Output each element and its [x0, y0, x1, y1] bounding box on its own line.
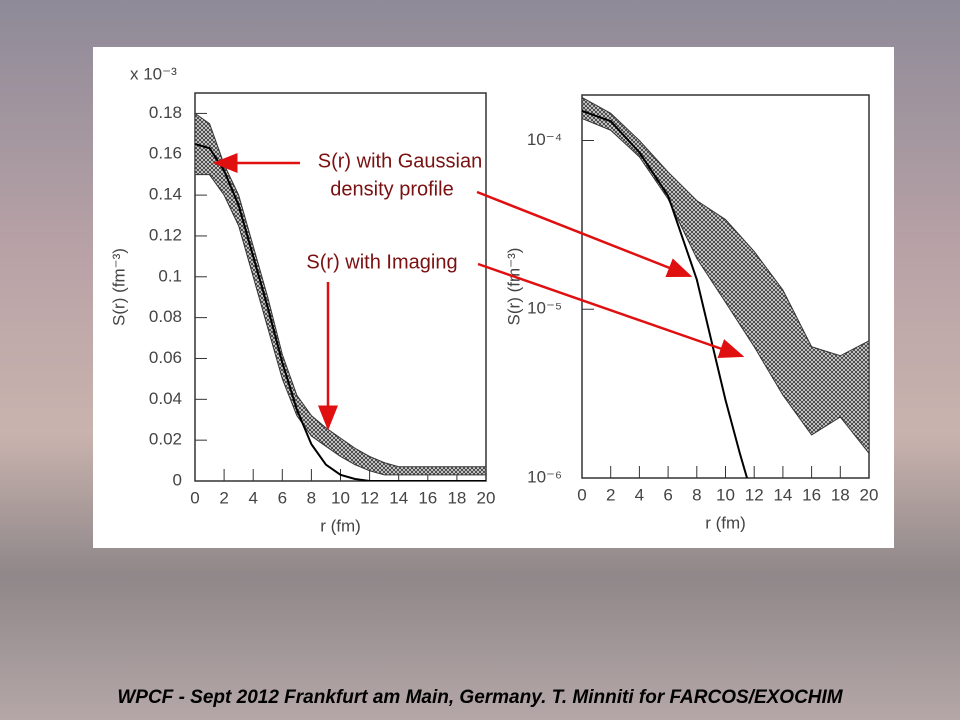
x-tick-label: 2 [606, 485, 615, 504]
plot-area [195, 112, 486, 481]
x-tick-label: 12 [360, 488, 379, 507]
x-tick-label: 20 [477, 488, 496, 507]
x-tick-label: 2 [219, 488, 228, 507]
y-tick-label: 0.1 [158, 266, 182, 285]
plot-area [582, 96, 869, 478]
line [582, 109, 748, 478]
x-tick-label: 8 [307, 488, 316, 507]
x-tick-label: 6 [663, 485, 672, 504]
annotation: S(r) with Gaussian [318, 150, 483, 172]
band [195, 112, 486, 476]
y-tick-label: 0.18 [149, 103, 182, 122]
x-tick-label: 20 [860, 485, 879, 504]
x-tick-label: 4 [248, 488, 257, 507]
x-tick-label: 18 [831, 485, 850, 504]
x-tick-label: 6 [278, 488, 287, 507]
arrow [477, 262, 745, 359]
arrows [212, 153, 745, 431]
x-tick-label: 14 [389, 488, 408, 507]
x-tick-label: 10 [331, 488, 350, 507]
y-tick-label: 10⁻⁶ [527, 467, 562, 486]
annotation: density profile [330, 178, 453, 200]
x-tick-label: 8 [692, 485, 701, 504]
x-tick-label: 18 [447, 488, 466, 507]
y-tick-label: 0.12 [149, 225, 182, 244]
y-tick-label: 10⁻⁴ [527, 130, 562, 149]
charts: 0 2 4 6 8 10 12 14 16 18 2000.020.040.060.080.10.1… [109, 64, 878, 535]
x-tick-label: 0 [577, 485, 586, 504]
annotation: S(r) with Imaging [306, 251, 457, 273]
x-tick-label: 16 [418, 488, 437, 507]
x-tick-label: 10 [716, 485, 735, 504]
y-axis-label: S(r) (fm⁻³) [109, 248, 128, 326]
x-tick-label: 12 [745, 485, 764, 504]
x-tick-label: 14 [773, 485, 792, 504]
x-axis-label: r (fm) [320, 516, 361, 535]
y-tick-label: 10⁻⁵ [527, 299, 562, 318]
y-tick-label: 0.16 [149, 144, 182, 163]
y-tick-label: 0.04 [149, 389, 182, 408]
y-tick-label: 0.14 [149, 185, 182, 204]
x-axis-label: r (fm) [705, 513, 746, 532]
x-tick-label: 16 [802, 485, 821, 504]
band [582, 96, 869, 455]
arrow [476, 190, 693, 278]
y-tick-label: 0 [173, 470, 182, 489]
x-tick-label: 0 [190, 488, 199, 507]
footer: WPCF - Sept 2012 Frankfurt am Main, Germ… [117, 687, 843, 708]
x-tick-label: 4 [635, 485, 644, 504]
y-tick-label: 0.08 [149, 307, 182, 326]
y-tick-label: 0.06 [149, 348, 182, 367]
axis-multiplier: x 10⁻³ [130, 64, 177, 83]
line [195, 143, 486, 481]
y-axis-label: S(r) (fm⁻³) [504, 248, 523, 326]
y-tick-label: 0.02 [149, 430, 182, 449]
